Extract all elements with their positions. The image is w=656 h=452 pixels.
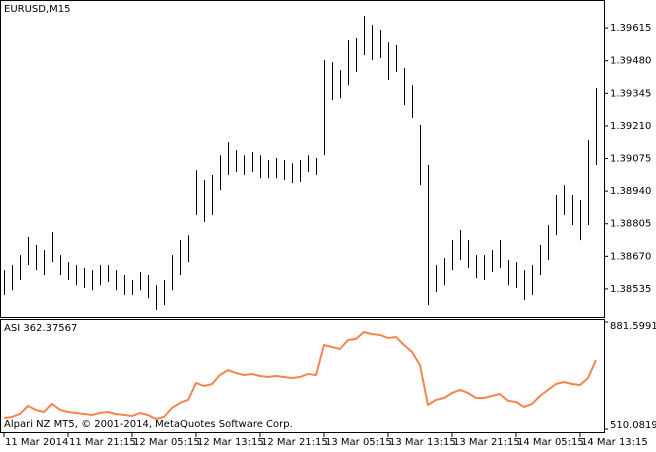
x-tick-label: 11 Mar 2014 <box>5 437 68 448</box>
y-tick-label: 1.39615 <box>610 23 651 34</box>
x-tick-label: 12 Mar 21:15 <box>261 437 328 448</box>
x-tick-label: 14 Mar 05:15 <box>517 437 584 448</box>
y-tick-label: 1.38670 <box>610 251 651 262</box>
x-tick-label: 13 Mar 13:15 <box>389 437 456 448</box>
y-tick-label: 1.38805 <box>610 219 651 230</box>
y-tick-label: 881.59910 <box>610 321 656 332</box>
x-tick-label: 11 Mar 21:15 <box>69 437 136 448</box>
copyright: Alpari NZ MT5, © 2001-2014, MetaQuotes S… <box>4 419 293 430</box>
y-tick-label: 1.39210 <box>610 121 651 132</box>
x-tick-label: 14 Mar 13:15 <box>581 437 648 448</box>
x-tick-label: 12 Mar 05:15 <box>133 437 200 448</box>
y-tick-label: 1.39480 <box>610 56 651 67</box>
y-tick-label: 1.38940 <box>610 186 651 197</box>
x-tick-label: 13 Mar 21:15 <box>453 437 520 448</box>
y-tick-label: 1.39075 <box>610 154 651 165</box>
indicator-panel <box>0 319 605 433</box>
indicator-title: ASI 362.37567 <box>4 323 77 334</box>
y-tick-label: 1.39345 <box>610 88 651 99</box>
y-tick-label: 1.38535 <box>610 284 651 295</box>
x-tick-label: 12 Mar 13:15 <box>197 437 264 448</box>
asi-line <box>3 330 597 421</box>
chart-title: EURUSD,M15 <box>4 4 70 15</box>
x-tick-label: 13 Mar 05:15 <box>325 437 392 448</box>
y-tick-label: 510.08192 <box>610 420 656 431</box>
